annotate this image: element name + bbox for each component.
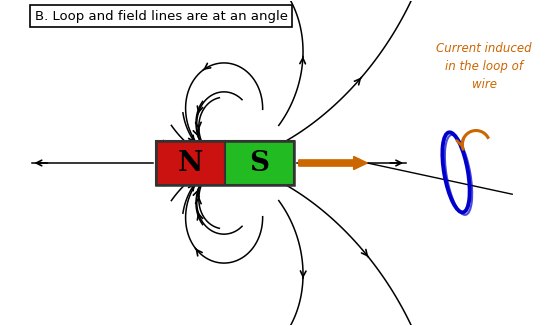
Bar: [156, 141, 294, 185]
Text: S: S: [249, 150, 270, 176]
Text: B. Loop and field lines are at an angle: B. Loop and field lines are at an angle: [35, 10, 288, 23]
Text: Current induced
in the loop of
wire: Current induced in the loop of wire: [436, 42, 532, 91]
FancyArrow shape: [299, 156, 367, 170]
Bar: [225, 141, 294, 185]
Bar: [156, 141, 225, 185]
Text: N: N: [178, 150, 204, 176]
